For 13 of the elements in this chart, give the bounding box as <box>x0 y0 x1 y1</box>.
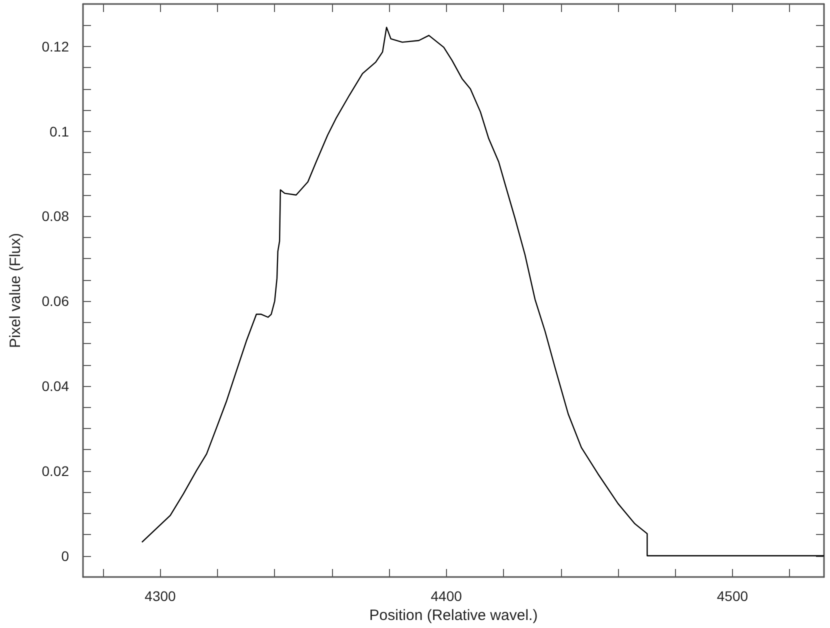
y-tick-label: 0.02 <box>42 462 70 479</box>
y-tick-label: 0 <box>61 548 70 564</box>
y-tick-label: 0.08 <box>42 208 70 224</box>
y-tick-label: 0.1 <box>50 123 70 140</box>
y-tick-label: 0.04 <box>42 378 70 394</box>
x-tick-label: 4500 <box>716 588 748 604</box>
x-axis-title: Position (Relative wavel.) <box>369 606 538 624</box>
line-series <box>141 26 825 556</box>
y-axis-title: Pixel value (Flux) <box>7 232 24 348</box>
y-tick-label: 0.06 <box>42 293 70 310</box>
x-tick-label: 4400 <box>430 588 462 604</box>
y-tick-label: 0.12 <box>42 38 70 54</box>
x-tick-label: 4300 <box>144 588 176 604</box>
